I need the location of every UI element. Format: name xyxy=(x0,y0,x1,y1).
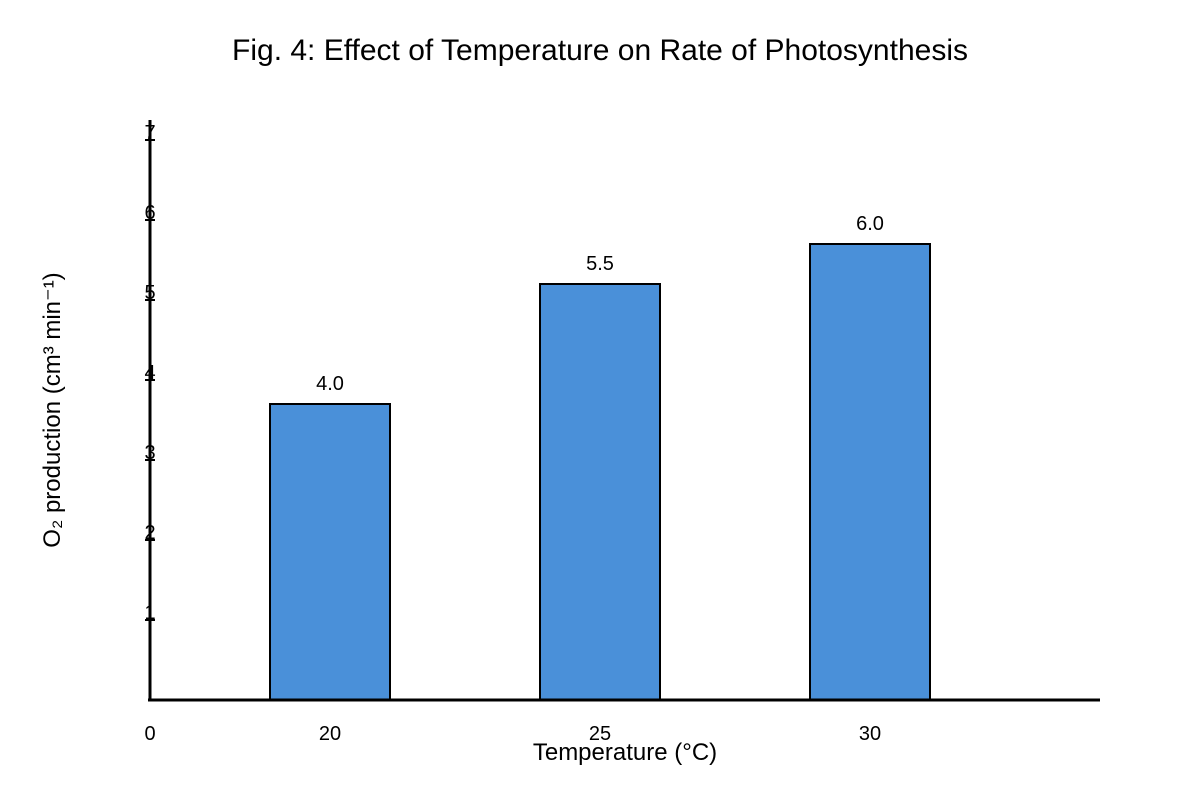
x-tick-label-20: 20 xyxy=(319,723,341,745)
x-tick-label-30: 30 xyxy=(859,723,881,745)
data-label-20: 4.0 xyxy=(316,373,344,395)
y-axis-label: O₂ production (cm³ min⁻¹) xyxy=(39,272,66,547)
chart-title: Fig. 4: Effect of Temperature on Rate of… xyxy=(232,34,968,67)
x-ticks-group: 20 25 30 xyxy=(319,723,881,745)
x-origin-tick-label: 0 xyxy=(144,723,155,745)
x-tick-label-25: 25 xyxy=(589,723,611,745)
bars-group: 4.0 5.5 6.0 xyxy=(269,213,931,701)
x-axis-label: Temperature (°C) xyxy=(533,739,717,766)
bar-20 xyxy=(269,403,391,701)
data-label-30: 6.0 xyxy=(856,213,884,235)
data-label-25: 5.5 xyxy=(586,253,614,275)
bar-25 xyxy=(539,283,661,701)
bar-30 xyxy=(809,243,931,701)
